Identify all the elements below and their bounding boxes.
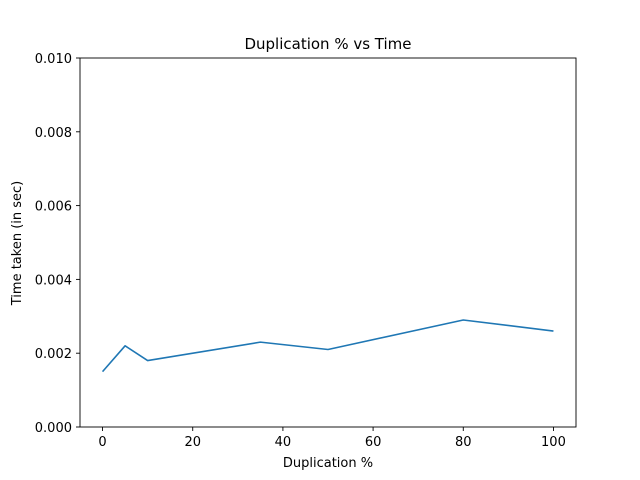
chart-title: Duplication % vs Time [244,35,411,53]
y-tick-label: 0.006 [35,200,72,215]
x-axis-label: Duplication % [283,456,373,471]
x-tick-label: 80 [455,435,472,450]
x-tick-label: 0 [98,435,106,450]
x-tick-label: 40 [275,435,292,450]
series-line-0 [101,319,554,373]
y-tick-label: 0.010 [35,52,72,67]
y-tick-label: 0.008 [35,126,72,141]
x-tick-label: 100 [541,435,566,450]
plot-area: 0 20 40 60 80 100 0.000 0.002 0.004 0.006 0.008 0.0… [35,52,577,450]
y-tick-label: 0.004 [35,273,72,288]
y-tick-label: 0.000 [35,421,72,436]
y-axis-label: Time taken (in sec) [10,181,25,307]
x-tick-label: 60 [365,435,382,450]
x-tick-label: 20 [184,435,201,450]
axes-frame [79,57,577,428]
y-tick-label: 0.002 [35,347,72,362]
